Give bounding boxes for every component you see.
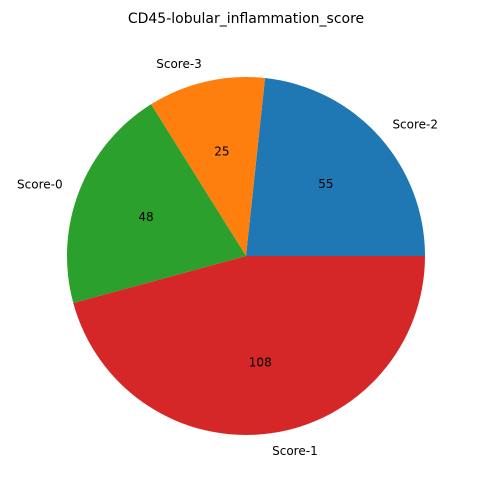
pie-slice-score-0 xyxy=(66,104,246,304)
slice-value-label: 48 xyxy=(138,210,153,224)
slice-value-label: 108 xyxy=(249,355,272,369)
pie-slice-score-2 xyxy=(246,78,425,256)
pie-slice-score-1 xyxy=(73,256,425,435)
pie-slices xyxy=(66,77,425,435)
slice-value-label: 25 xyxy=(214,144,229,158)
pie-labels: 55 Score-2 25 Score-3 48 Score-0 108 Score-1 xyxy=(17,57,438,458)
slice-category-label: Score-0 xyxy=(17,177,63,191)
slice-category-label: Score-3 xyxy=(156,57,202,71)
pie-slice-score-3 xyxy=(151,77,266,256)
slice-category-label: Score-2 xyxy=(392,117,438,131)
chart-title: CD45-lobular_inflammation_score xyxy=(128,11,364,27)
slice-category-label: Score-1 xyxy=(272,444,318,458)
slice-value-label: 55 xyxy=(318,177,333,191)
